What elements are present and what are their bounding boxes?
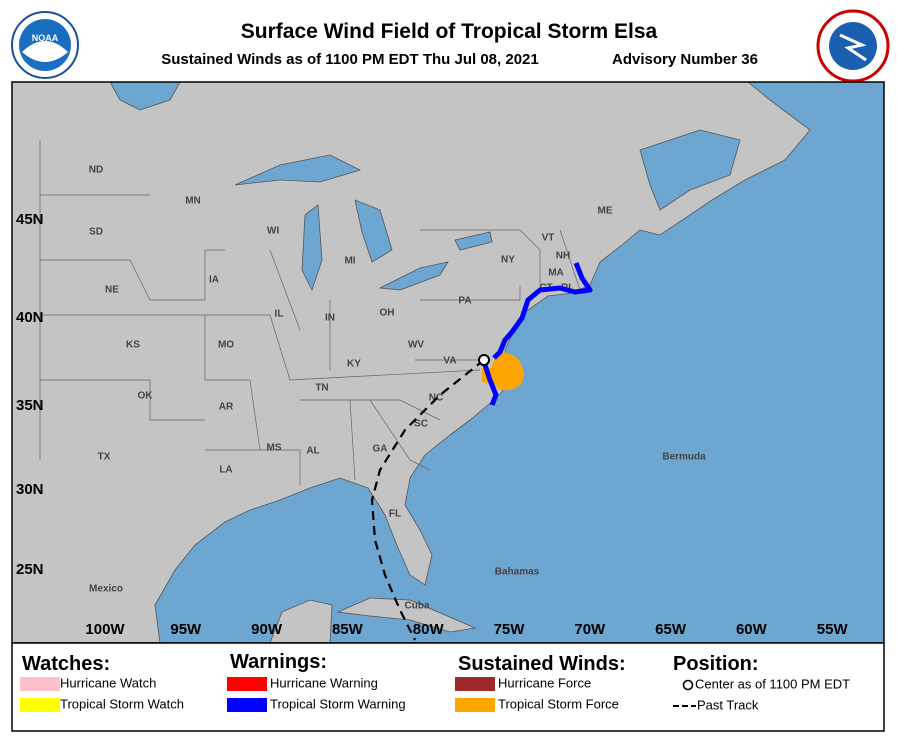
legend-label: Center as of 1100 PM EDT [695, 676, 850, 691]
legend: Watches:Hurricane Watch Tropical Storm Wa… [20, 651, 850, 712]
ts-warning-coast [482, 262, 593, 406]
cuba [336, 597, 477, 633]
land [11, 81, 811, 644]
storm-center [478, 354, 490, 366]
lon-label: 95W [170, 621, 202, 638]
place-label: KS [126, 340, 140, 351]
legend-swatch [227, 698, 267, 712]
place-label: MI [344, 256, 355, 267]
place-label: IA [209, 275, 219, 286]
lon-label: 65W [655, 621, 687, 638]
place-label: MN [185, 196, 201, 207]
place-label: VT [542, 233, 555, 244]
place-label: SC [414, 419, 428, 430]
place-label: WI [267, 226, 279, 237]
place-label: KY [347, 359, 361, 370]
advisory: Advisory Number 36 [612, 51, 758, 68]
place-label: TX [98, 452, 111, 463]
place-label: Bahamas [495, 567, 540, 578]
place-label: AR [219, 402, 234, 413]
place-label: WV [408, 340, 424, 351]
legend-label: Hurricane Warning [270, 675, 378, 690]
place-label: FL [389, 509, 401, 520]
place-label: IN [325, 313, 335, 324]
ts-force-wind-area [490, 352, 524, 391]
subtitle: Sustained Winds as of 1100 PM EDT Thu Ju… [161, 51, 538, 68]
legend-label: Hurricane Force [498, 675, 591, 690]
storm [370, 262, 593, 641]
lon-label: 55W [817, 621, 849, 638]
lat-label: 25N [16, 561, 44, 578]
legend-title: Warnings: [230, 651, 327, 673]
place-label: Mexico [89, 584, 123, 595]
place-label: Bermuda [662, 452, 706, 463]
legend-label: Tropical Storm Watch [60, 696, 184, 711]
place-label: OH [380, 308, 395, 319]
svg-text:NOAA: NOAA [32, 33, 59, 43]
legend-swatch [455, 677, 495, 691]
place-label: MS [267, 443, 282, 454]
legend-label: Tropical Storm Force [498, 696, 619, 711]
place-label: VA [443, 356, 456, 367]
legend-box [11, 642, 885, 732]
lon-label: 75W [494, 621, 526, 638]
place-label: LA [219, 465, 232, 476]
place-label: OK [138, 391, 154, 402]
place-label: SD [89, 227, 103, 238]
map [11, 81, 884, 644]
lat-label: 30N [16, 481, 44, 498]
legend-swatch [227, 677, 267, 691]
lon-label: 85W [332, 621, 364, 638]
lat-label: 35N [16, 397, 44, 414]
lon-label: 80W [413, 621, 445, 638]
legend-title: Watches: [22, 653, 110, 675]
nova-scotia-gulf [639, 129, 741, 211]
place-label: NY [501, 255, 515, 266]
legend-swatch [20, 698, 60, 712]
lon-label: 100W [85, 621, 125, 638]
legend-title: Position: [673, 653, 759, 675]
place-label: GA [373, 444, 388, 455]
place-label: ME [598, 206, 613, 217]
title: Surface Wind Field of Tropical Storm Els… [241, 20, 658, 43]
center-symbol [682, 679, 694, 691]
legend-label: Tropical Storm Warning [270, 696, 406, 711]
legend-label: Past Track [697, 697, 759, 712]
place-label: PA [458, 296, 471, 307]
nws-logo [816, 9, 890, 83]
place-label: ND [89, 165, 103, 176]
legend-label: Hurricane Watch [60, 675, 156, 690]
lat-label: 45N [16, 211, 44, 228]
place-label: MA [548, 268, 564, 279]
lon-label: 60W [736, 621, 768, 638]
place-label: TN [315, 383, 328, 394]
legend-swatch [455, 698, 495, 712]
noaa-logo: NOAA [11, 11, 79, 79]
axes: 45N 40N 35N 30N 25N 100W 95W 90W 85W 80W 75W 70W 65W… [16, 211, 848, 638]
state-borders [39, 140, 581, 485]
legend-title: Sustained Winds: [458, 653, 626, 675]
lon-label: 90W [251, 621, 283, 638]
place-label: NE [105, 285, 119, 296]
past-track [370, 359, 485, 641]
legend-swatch [20, 677, 60, 691]
lon-label: 70W [574, 621, 606, 638]
lat-label: 40N [16, 309, 44, 326]
great-lakes [234, 154, 493, 292]
place-label: AL [306, 446, 319, 457]
place-label: Cuba [405, 601, 430, 612]
place-label: NH [556, 251, 570, 262]
place-label: MO [218, 340, 234, 351]
place-label: IL [275, 309, 284, 320]
